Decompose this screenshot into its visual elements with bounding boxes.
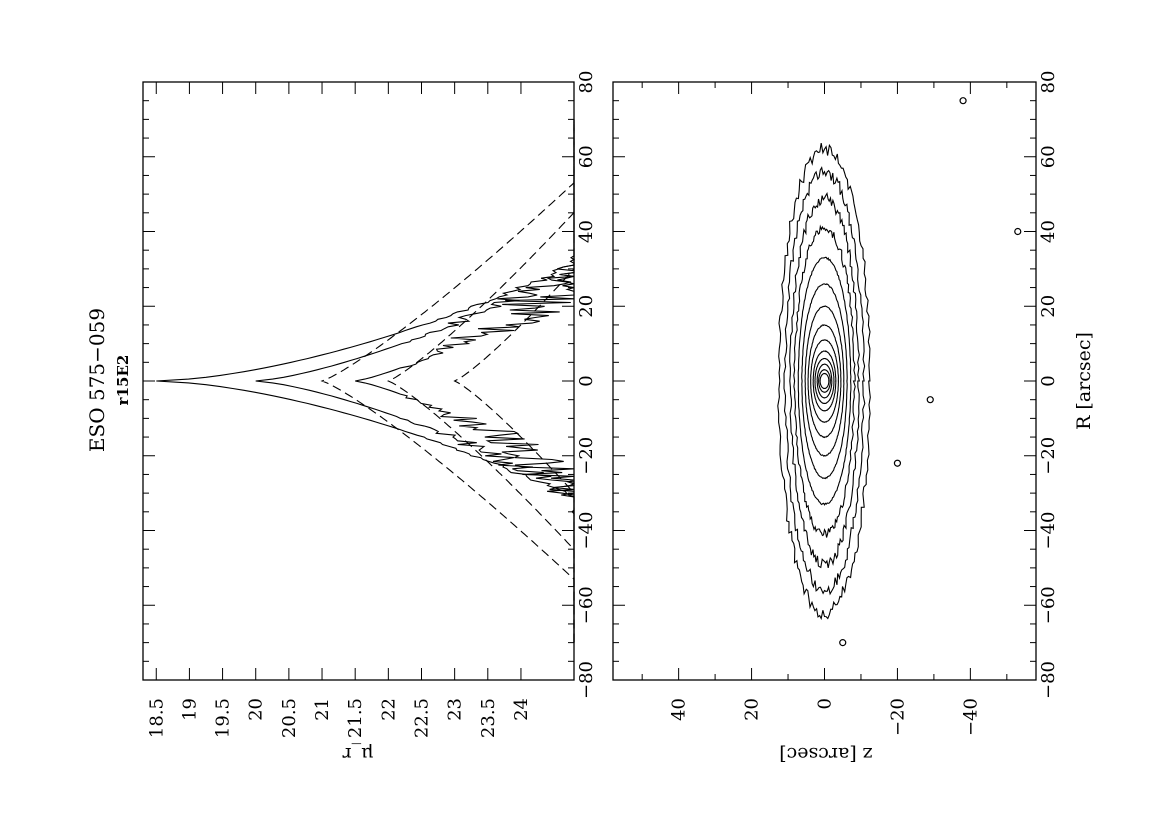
isophote-contour bbox=[807, 324, 842, 439]
profile-curve-dashed bbox=[386, 119, 575, 643]
isophotes-z-tick-label: 40 bbox=[669, 698, 690, 721]
isophotes-r-tick-label: −60 bbox=[1038, 586, 1059, 624]
isolated-source bbox=[926, 396, 934, 404]
profiles-r-tick-label: −80 bbox=[576, 661, 597, 699]
isophote-contour bbox=[814, 357, 835, 405]
profiles-r-tick-label: 0 bbox=[576, 375, 597, 386]
isophotes-sources bbox=[839, 97, 1022, 647]
isophotes-y-ticks: 40 20 0 −20 −40 bbox=[641, 82, 1008, 736]
isophotes-r-tick-label: 80 bbox=[1038, 71, 1059, 94]
isophote-contour bbox=[810, 339, 839, 423]
isophote-contour bbox=[812, 350, 837, 412]
isophote-contour bbox=[797, 256, 852, 506]
isophotes-z-tick-label: 20 bbox=[742, 698, 763, 721]
profile-curve-solid bbox=[255, 119, 576, 643]
isophotes-r-tick-label: −40 bbox=[1038, 512, 1059, 550]
profiles-mu-tick-label: 23 bbox=[445, 698, 466, 721]
profiles-curves bbox=[156, 119, 576, 643]
profiles-mu-tick-label: 21.5 bbox=[345, 698, 366, 738]
profiles-mu-tick-label: 23.5 bbox=[478, 698, 499, 738]
isolated-source bbox=[893, 459, 902, 467]
isophotes-r-tick-label: 40 bbox=[1038, 220, 1059, 243]
profiles-mu-tick-label: 22.5 bbox=[411, 698, 432, 738]
profiles-r-tick-label: −20 bbox=[576, 437, 597, 475]
profiles-y-ticks: 18.5 19 19.5 20 20.5 21 21.5 22 22.5 23 23.5 24 bbox=[146, 82, 532, 738]
isolated-source bbox=[959, 97, 967, 105]
isophote-contour bbox=[818, 369, 831, 393]
profiles-mu-tick-label: 22 bbox=[378, 698, 399, 721]
isophotes-r-tick-label: −80 bbox=[1038, 661, 1059, 699]
profiles-mu-tick-label: 18.5 bbox=[146, 698, 167, 738]
figure-title: ESO 575−059 bbox=[85, 308, 109, 452]
profiles-r-tick-label: −40 bbox=[576, 512, 597, 550]
profiles-r-tick-label: 40 bbox=[576, 220, 597, 243]
isophotes-z-tick-label: −40 bbox=[960, 698, 981, 736]
isophote-contour bbox=[783, 166, 866, 596]
isophotes-contours bbox=[777, 143, 871, 621]
isophotes-z-tick-label: −20 bbox=[887, 698, 908, 736]
isophote-contour bbox=[777, 143, 871, 621]
isolated-source bbox=[839, 639, 847, 647]
profiles-mu-tick-label: 20 bbox=[246, 698, 267, 721]
isophotes-r-tick-label: 60 bbox=[1038, 145, 1059, 168]
isophote-contour bbox=[789, 191, 860, 569]
isophotes-r-tick-label: 0 bbox=[1038, 375, 1059, 386]
profiles-mu-tick-label: 19.5 bbox=[213, 698, 234, 738]
isophote-contour bbox=[801, 283, 848, 480]
profile-curve-solid bbox=[156, 119, 575, 643]
profiles-r-tick-label: 60 bbox=[576, 145, 597, 168]
isophotes-z-tick-label: 0 bbox=[815, 698, 836, 709]
profiles-x-ticks: −80 −60 −40 −20 0 20 40 60 80 bbox=[143, 71, 597, 699]
profiles-r-tick-label: −60 bbox=[576, 586, 597, 624]
profiles-panel: −80 −60 −40 −20 0 20 40 60 80 18.5 19 19.5 20 20.5 21… bbox=[142, 71, 597, 765]
isophote-contour bbox=[804, 305, 845, 457]
profiles-frame bbox=[142, 81, 575, 681]
profiles-r-tick-label: 20 bbox=[576, 295, 597, 318]
profiles-mu-tick-label: 19 bbox=[179, 698, 200, 721]
isophotes-x-axis-title: R [arcsec] bbox=[1073, 332, 1095, 430]
figure-subtitle: r15E2 bbox=[114, 355, 132, 406]
profile-curve-dashed bbox=[320, 119, 575, 643]
profiles-mu-tick-label: 21 bbox=[312, 698, 333, 721]
isophote-contour bbox=[819, 372, 830, 390]
profile-curve-dashed bbox=[453, 119, 575, 643]
isophotes-y-axis-title: z [arcsec] bbox=[779, 743, 873, 765]
profiles-r-tick-label: 80 bbox=[576, 71, 597, 94]
profiles-mu-tick-label: 24 bbox=[511, 698, 532, 721]
isophote-contour bbox=[793, 224, 856, 538]
profiles-y-axis-title: μ_r bbox=[342, 743, 374, 765]
isophotes-r-tick-label: −20 bbox=[1038, 437, 1059, 475]
isophote-contour bbox=[816, 363, 833, 399]
isophotes-panel: −80 −60 −40 −20 0 20 40 60 80 40 20 0 −20 −40 R [arc… bbox=[612, 71, 1095, 765]
isophotes-x-ticks: −80 −60 −40 −20 0 20 40 60 80 bbox=[613, 71, 1059, 699]
profiles-mu-tick-label: 20.5 bbox=[279, 698, 300, 738]
isolated-source bbox=[1014, 227, 1022, 236]
isophotes-r-tick-label: 20 bbox=[1038, 295, 1059, 318]
